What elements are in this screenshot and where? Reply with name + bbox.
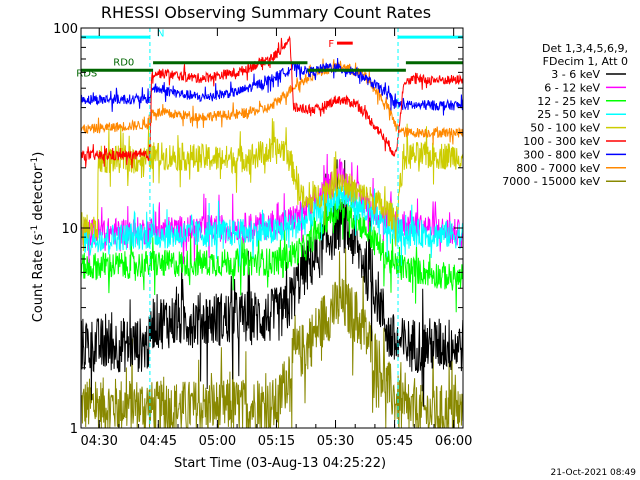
legend-label-3: 12 - 25 keV — [537, 95, 600, 108]
series-line-9 — [80, 247, 464, 429]
flag-label-4: F — [328, 39, 334, 50]
x-tick-label-3: 05:00 — [199, 434, 236, 449]
legend-label-6: 100 - 300 keV — [523, 135, 600, 148]
series-line-3 — [80, 195, 464, 313]
legend-label-7: 300 - 800 keV — [523, 148, 600, 161]
flag-label-1: RD0 — [113, 57, 134, 68]
y-axis-label-tail: detector — [31, 165, 46, 225]
series-layer — [80, 35, 464, 429]
legend-label-8: 800 - 7000 keV — [516, 162, 600, 175]
y-axis-label-main: Count Rate (s — [31, 234, 46, 323]
series-line-7 — [80, 57, 464, 116]
x-tick-label-6: 05:45 — [376, 434, 413, 449]
legend-label-5: 50 - 100 keV — [530, 122, 600, 135]
legend-label-4: 25 - 50 keV — [537, 108, 600, 121]
y-axis-label: Count Rate (s-1 detector-1) — [30, 152, 46, 323]
axis-layer: 04:30 04:45 05:00 05:15 05:30 05:45 06:00 1 10 10… — [53, 22, 472, 449]
flag-label-2: RDS — [76, 68, 97, 79]
x-tick-label-7: 06:00 — [435, 434, 472, 449]
y-axis-label-sup2: -1 — [30, 157, 40, 166]
legend-header-2: FDecim 1, Att 0 — [543, 55, 628, 68]
flag-label-3: N — [157, 28, 164, 39]
series-line-6 — [80, 35, 464, 169]
chart-title: RHESSI Observing Summary Count Rates — [101, 3, 431, 22]
y-axis-label-close: ) — [31, 152, 46, 157]
legend-label-1: 3 - 6 keV — [551, 68, 600, 81]
x-tick-label-5: 05:30 — [317, 434, 354, 449]
x-tick-label-2: 04:45 — [140, 434, 177, 449]
y-tick-label-1: 1 — [70, 422, 78, 437]
legend-label-2: 6 - 12 keV — [544, 81, 600, 94]
x-tick-label-4: 05:15 — [258, 434, 295, 449]
timestamp: 21-Oct-2021 08:49 — [551, 468, 637, 478]
y-tick-label-3: 100 — [53, 22, 78, 37]
series-line-4 — [80, 185, 463, 267]
flag-layer: RD0 RDS N F — [76, 28, 463, 428]
legend-header-1: Det 1,3,4,5,6,9, — [542, 42, 628, 55]
y-axis-label-sup: -1 — [30, 225, 40, 234]
y-tick-label-2: 10 — [61, 222, 78, 237]
x-tick-label-1: 04:30 — [80, 434, 117, 449]
legend-label-9: 7000 - 15000 keV — [502, 175, 600, 188]
legend: Det 1,3,4,5,6,9,FDecim 1, Att 03 - 6 keV… — [502, 42, 628, 188]
x-axis-label: Start Time (03-Aug-13 04:25:22) — [174, 456, 386, 471]
series-line-1 — [80, 159, 464, 407]
